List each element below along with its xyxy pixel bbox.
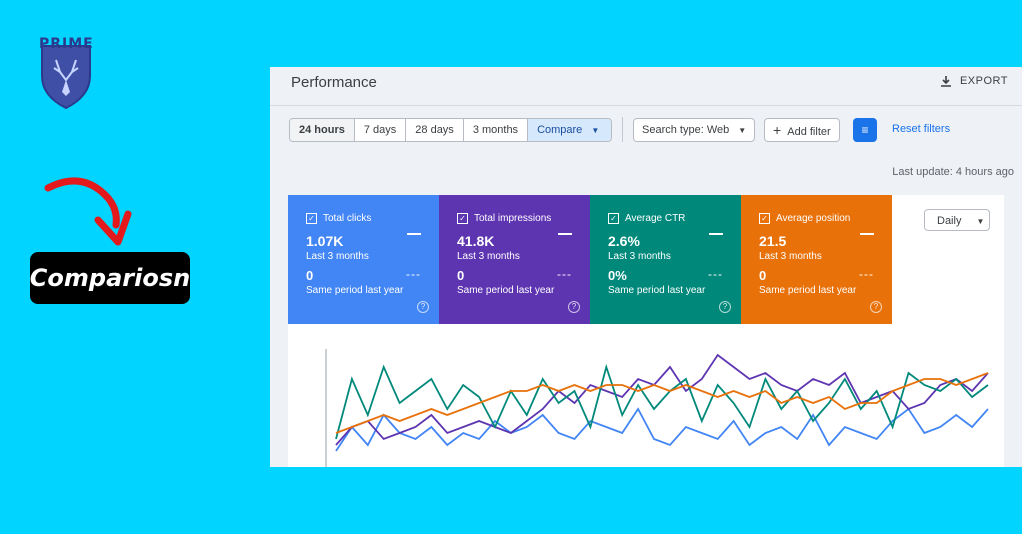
metric-period: Last 3 months: [306, 251, 369, 262]
metric-compare-value: 0: [759, 268, 767, 283]
prime-logo: [41, 45, 91, 110]
checkbox-icon: ✓: [759, 213, 770, 224]
last-update-text: Last update: 4 hours ago: [892, 166, 1014, 178]
series-line-1: [335, 407, 989, 452]
metric-value: 1.07K: [306, 233, 344, 249]
download-icon: [940, 76, 951, 87]
comparison-badge: Compariosn: [30, 252, 190, 304]
compare-label: Compare: [537, 124, 583, 136]
help-icon[interactable]: ?: [719, 301, 731, 313]
metric-name: Total clicks: [323, 213, 372, 224]
dashed-line-icon: ---: [708, 267, 723, 281]
chevron-down-icon: ▼: [976, 217, 985, 226]
checkbox-icon: ✓: [608, 213, 619, 224]
toolbar-divider: [622, 117, 623, 142]
chevron-down-icon: ▼: [738, 126, 747, 135]
metric-compare-value: 0%: [608, 268, 627, 283]
chevron-down-icon: ▼: [591, 126, 600, 135]
help-icon[interactable]: ?: [870, 301, 882, 313]
metric-value: 21.5: [759, 233, 787, 249]
metric-period: Last 3 months: [457, 251, 520, 262]
help-icon[interactable]: ?: [568, 301, 580, 313]
metric-card-ctr[interactable]: ✓ Average CTR 2.6% Last 3 months 0% --- S…: [590, 195, 741, 324]
series-line-4: [335, 372, 989, 434]
metric-compare-period: Same period last year: [608, 285, 706, 296]
red-arrow-icon: [44, 177, 132, 246]
performance-panel: Performance EXPORT 24 hours 7 days 28 da…: [270, 67, 1022, 467]
range-3-months[interactable]: 3 months: [464, 119, 529, 141]
page-title: Performance: [291, 74, 377, 91]
header-divider: [270, 105, 1022, 106]
export-button[interactable]: EXPORT: [940, 75, 1008, 87]
metric-compare-period: Same period last year: [759, 285, 857, 296]
metric-compare-period: Same period last year: [457, 285, 555, 296]
dashed-line-icon: ---: [557, 267, 572, 281]
filter-settings-icon[interactable]: ≡: [853, 118, 877, 142]
chart-area: ✓ Total clicks 1.07K Last 3 months 0 --- …: [288, 195, 1004, 467]
add-filter-label: Add filter: [787, 126, 831, 138]
logo-text: PRIME: [39, 36, 94, 52]
metric-compare-value: 0: [306, 268, 314, 283]
reset-filters-link[interactable]: Reset filters: [892, 123, 951, 135]
series-line-3: [335, 363, 989, 440]
date-range-selector: 24 hours 7 days 28 days 3 months Compare…: [289, 118, 613, 142]
add-filter-button[interactable]: + Add filter: [764, 118, 840, 142]
metric-card-clicks[interactable]: ✓ Total clicks 1.07K Last 3 months 0 --- …: [288, 195, 439, 324]
metric-card-position[interactable]: ✓ Average position 21.5 Last 3 months 0 -…: [741, 195, 892, 324]
performance-line-chart: [325, 349, 989, 467]
range-7-days[interactable]: 7 days: [355, 119, 407, 141]
metric-value: 41.8K: [457, 233, 495, 249]
solid-line-icon: [709, 233, 723, 235]
metric-compare-value: 0: [457, 268, 465, 283]
solid-line-icon: [860, 233, 874, 235]
checkbox-icon: ✓: [457, 213, 468, 224]
search-type-dropdown[interactable]: Search type: Web ▼: [633, 118, 756, 142]
search-type-label: Search type: Web: [642, 124, 730, 136]
granularity-dropdown[interactable]: Daily ▼: [924, 209, 990, 231]
range-24-hours[interactable]: 24 hours: [290, 119, 355, 141]
metric-period: Last 3 months: [608, 251, 671, 262]
checkbox-icon: ✓: [306, 213, 317, 224]
plus-icon: +: [773, 122, 782, 138]
range-compare[interactable]: Compare ▼: [528, 119, 612, 141]
granularity-label: Daily: [937, 215, 962, 227]
dashed-line-icon: ---: [859, 267, 874, 281]
solid-line-icon: [407, 233, 421, 235]
metric-period: Last 3 months: [759, 251, 822, 262]
metric-name: Average CTR: [625, 213, 686, 224]
metric-compare-period: Same period last year: [306, 285, 404, 296]
metric-name: Total impressions: [474, 213, 552, 224]
metric-name: Average position: [776, 213, 851, 224]
series-group: [335, 353, 989, 452]
export-label: EXPORT: [959, 75, 1008, 87]
dashed-line-icon: ---: [406, 267, 421, 281]
metric-card-impressions[interactable]: ✓ Total impressions 41.8K Last 3 months 0…: [439, 195, 590, 324]
metric-value: 2.6%: [608, 233, 640, 249]
help-icon[interactable]: ?: [417, 301, 429, 313]
range-28-days[interactable]: 28 days: [406, 119, 464, 141]
solid-line-icon: [558, 233, 572, 235]
